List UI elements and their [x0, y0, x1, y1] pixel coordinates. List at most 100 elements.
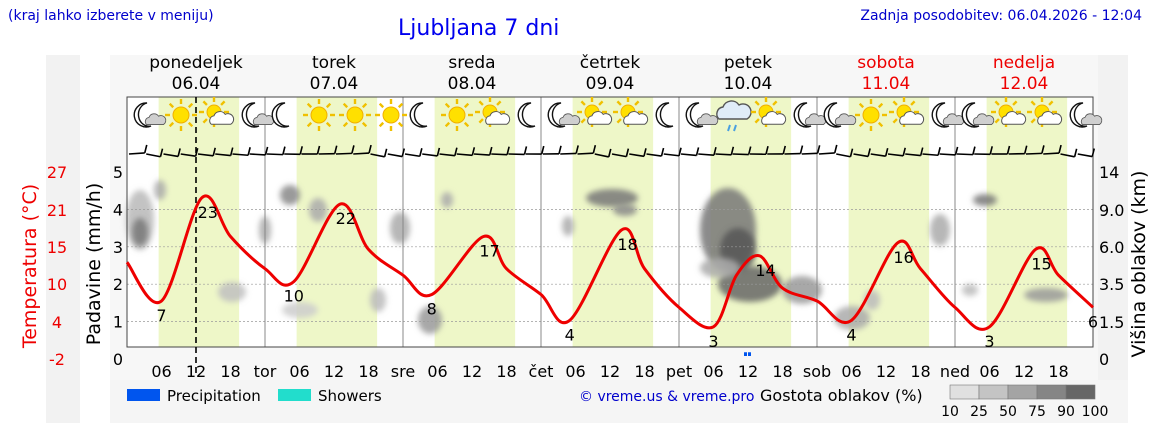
- precipitation-tick-label: 2: [113, 275, 123, 294]
- cloud-icon: [834, 113, 857, 126]
- precipitation-bar: [748, 352, 751, 356]
- cloud-density-blob: [390, 212, 410, 244]
- wind-barb-icon: [867, 148, 871, 157]
- wind-barb-icon: [713, 146, 717, 156]
- day-date: 11.04: [862, 74, 911, 94]
- sun-icon: [303, 99, 335, 131]
- cloud-icon: [972, 113, 995, 126]
- day-date: 07.04: [310, 74, 359, 94]
- sun-icon: [751, 97, 781, 127]
- day-abbreviation: sob: [803, 362, 831, 381]
- temperature-line: [125, 194, 1095, 331]
- wind-barb-icon: [456, 153, 473, 157]
- cloud-density-blob: [562, 216, 574, 236]
- cloud-icon: [696, 113, 719, 126]
- wind-barb-icon: [1006, 145, 1011, 155]
- day-abbreviation: pet: [666, 362, 692, 381]
- hour-tick-label: 18: [358, 362, 378, 381]
- cloud-icon: [1037, 111, 1063, 125]
- cloud-density-blob: [962, 284, 978, 296]
- cloud-icon: [144, 113, 167, 126]
- wind-barb-icon: [560, 152, 577, 155]
- wind-barb-icon: [972, 146, 976, 155]
- day-abbreviation: sre: [391, 362, 415, 381]
- wind-barb-icon: [643, 148, 647, 157]
- wind-barb-icon: [698, 153, 715, 156]
- precipitation-tick-label: 3: [113, 238, 123, 257]
- temperature-value-label: 7: [156, 306, 166, 325]
- wind-barb-icon: [488, 146, 493, 156]
- moon-icon: [961, 102, 980, 128]
- credit-link: © vreme.us & vreme.pro: [579, 389, 754, 405]
- wind-barb-icon: [387, 153, 403, 158]
- wind-barb-icon: [523, 146, 528, 155]
- temperature-axis-title: Temperatura (°C): [19, 184, 41, 349]
- wind-barb-icon: [177, 148, 181, 157]
- cloud-density-blob: [218, 282, 246, 302]
- wind-barb-icon: [1077, 153, 1093, 158]
- daylight-band: [434, 97, 516, 347]
- hour-tick-label: 06: [703, 362, 723, 381]
- wind-barb-icon: [439, 153, 455, 157]
- wind-barb-icon: [853, 153, 869, 158]
- cloud-density-legend-value: 10: [941, 404, 959, 420]
- sun-icon: [339, 99, 371, 131]
- temperature-value-label: 8: [427, 300, 437, 319]
- hour-tick-label: 18: [772, 362, 792, 381]
- wind-barb-icon: [454, 147, 458, 156]
- hour-tick-label: 18: [220, 362, 240, 381]
- wind-barb-icon: [922, 153, 939, 157]
- moon-icon: [517, 102, 536, 128]
- wind-barb-icon: [905, 153, 921, 157]
- cloud-icon: [485, 111, 511, 125]
- sun-icon: [375, 99, 407, 131]
- hour-tick-label: 12: [600, 362, 620, 381]
- cloud-density-legend-value: 75: [1028, 404, 1046, 420]
- wind-barb-icon: [730, 146, 735, 156]
- wind-barb-icon: [422, 153, 438, 157]
- precipitation-legend-label: Precipitation: [167, 387, 261, 405]
- day-date: 09.04: [586, 74, 635, 94]
- hour-tick-label: 18: [910, 362, 930, 381]
- hour-tick-label: 06: [841, 362, 861, 381]
- moon-icon: [241, 102, 260, 128]
- cloud-icon: [587, 111, 613, 125]
- last-updated: Zadnja posodobitev: 06.04.2026 - 12:04: [860, 8, 1142, 24]
- cloud-density-legend-value: 50: [999, 404, 1017, 420]
- moon-icon: [1069, 102, 1088, 128]
- temperature-tick-label: 10: [47, 275, 67, 294]
- wind-barb-icon: [1073, 148, 1078, 158]
- wind-barb-icon: [732, 153, 749, 156]
- page-title: Ljubljana 7 dni: [398, 16, 560, 41]
- wind-barb-icon: [818, 152, 835, 155]
- temperature-value-label: 3: [708, 332, 718, 351]
- hour-tick-label: 18: [496, 362, 516, 381]
- wind-barb-icon: [282, 146, 286, 155]
- daylight-band: [158, 97, 240, 347]
- wind-barb-icon: [607, 148, 612, 158]
- cloud-icon: [623, 111, 649, 125]
- cloud-density-legend-swatch: [949, 384, 980, 400]
- wind-barb-icon: [799, 145, 804, 154]
- moon-icon: [931, 102, 950, 128]
- wind-barb-icon: [715, 153, 732, 156]
- cloud-density-legend-title: Gostota oblakov (%): [760, 386, 923, 405]
- day-name: sobota: [857, 53, 915, 73]
- wind-barb-icon: [939, 153, 956, 156]
- temperature-tick-label: 4: [52, 313, 62, 332]
- hour-tick-label: 18: [1048, 362, 1068, 381]
- cloud-density-blob: [132, 218, 148, 246]
- day-name: torek: [312, 53, 356, 73]
- cloud-density-blob: [782, 276, 822, 304]
- precipitation-tick-label: 0: [113, 350, 123, 369]
- wind-barb-icon: [782, 145, 787, 155]
- daylight-band: [572, 97, 654, 347]
- wind-barb-icon: [646, 153, 662, 157]
- precipitation-tick-label: 1: [113, 313, 123, 332]
- wind-barb-icon: [180, 153, 196, 157]
- wind-barb-icon: [1058, 144, 1062, 154]
- temperature-value-label: 14: [755, 261, 775, 280]
- wind-barb-icon: [370, 153, 385, 158]
- cloud-height-tick-label: 1.5: [1099, 313, 1124, 332]
- sun-icon: [165, 99, 197, 131]
